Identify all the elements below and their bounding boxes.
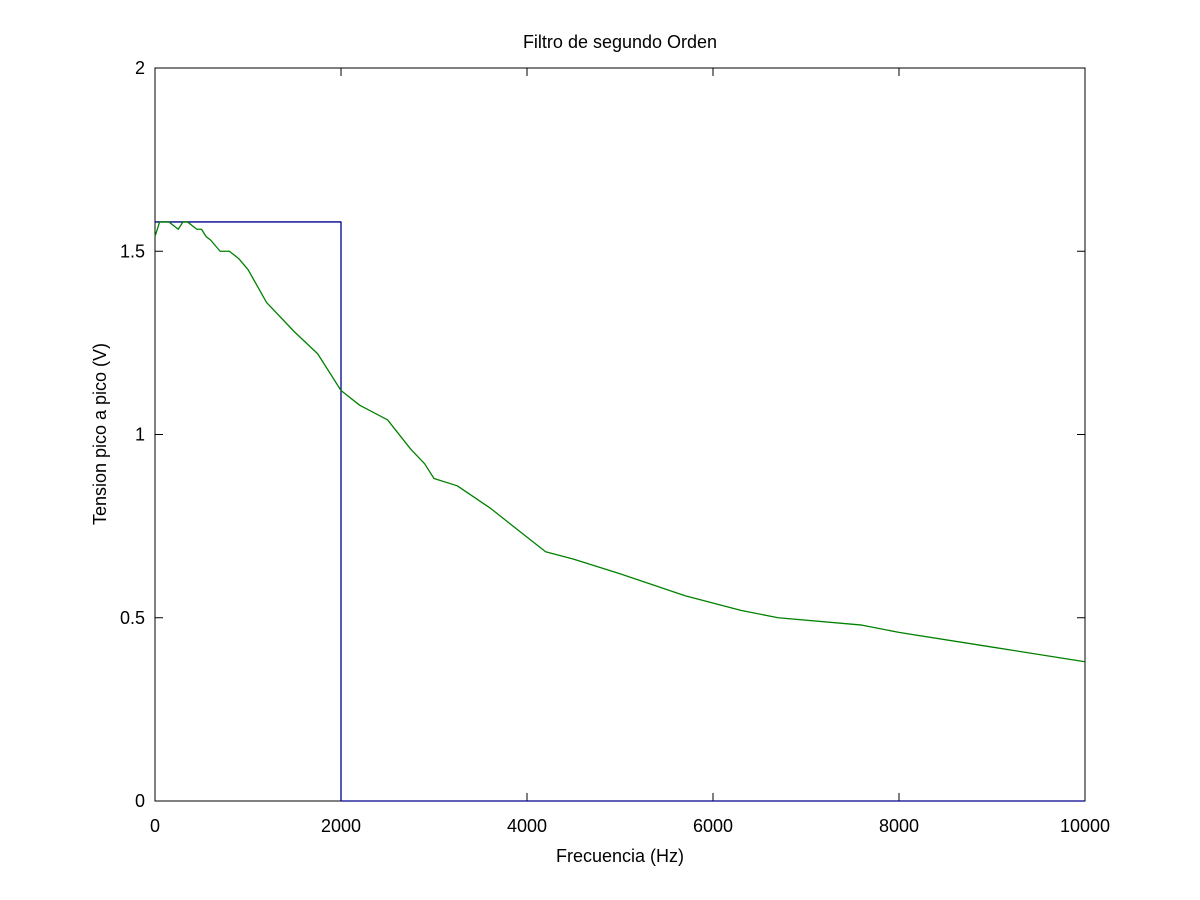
y-tick-label: 0.5 <box>120 608 145 628</box>
y-tick-label: 2 <box>135 58 145 78</box>
y-tick-label: 0 <box>135 791 145 811</box>
tick-label-group: 0 2000 4000 6000 8000 10000 0 0.5 1 1.5 2 <box>120 58 1110 836</box>
x-tick-label: 4000 <box>507 816 547 836</box>
x-tick-label: 6000 <box>693 816 733 836</box>
y-tick-label: 1 <box>135 425 145 445</box>
measured-response-series-line <box>154 221 1086 663</box>
x-tick-label: 2000 <box>321 816 361 836</box>
series-group <box>154 221 1086 802</box>
tick-group <box>154 67 1086 802</box>
x-axis-label: Frecuencia (Hz) <box>556 846 684 866</box>
chart-title: Filtro de segundo Orden <box>523 32 717 52</box>
ideal-filter-series-line <box>155 221 1085 802</box>
x-tick-label: 10000 <box>1060 816 1110 836</box>
x-tick-label: 0 <box>150 816 160 836</box>
plot-frame <box>154 67 1086 802</box>
y-axis-label: Tension pico a pico (V) <box>90 343 110 525</box>
y-tick-label: 1.5 <box>120 241 145 261</box>
x-tick-label: 8000 <box>879 816 919 836</box>
